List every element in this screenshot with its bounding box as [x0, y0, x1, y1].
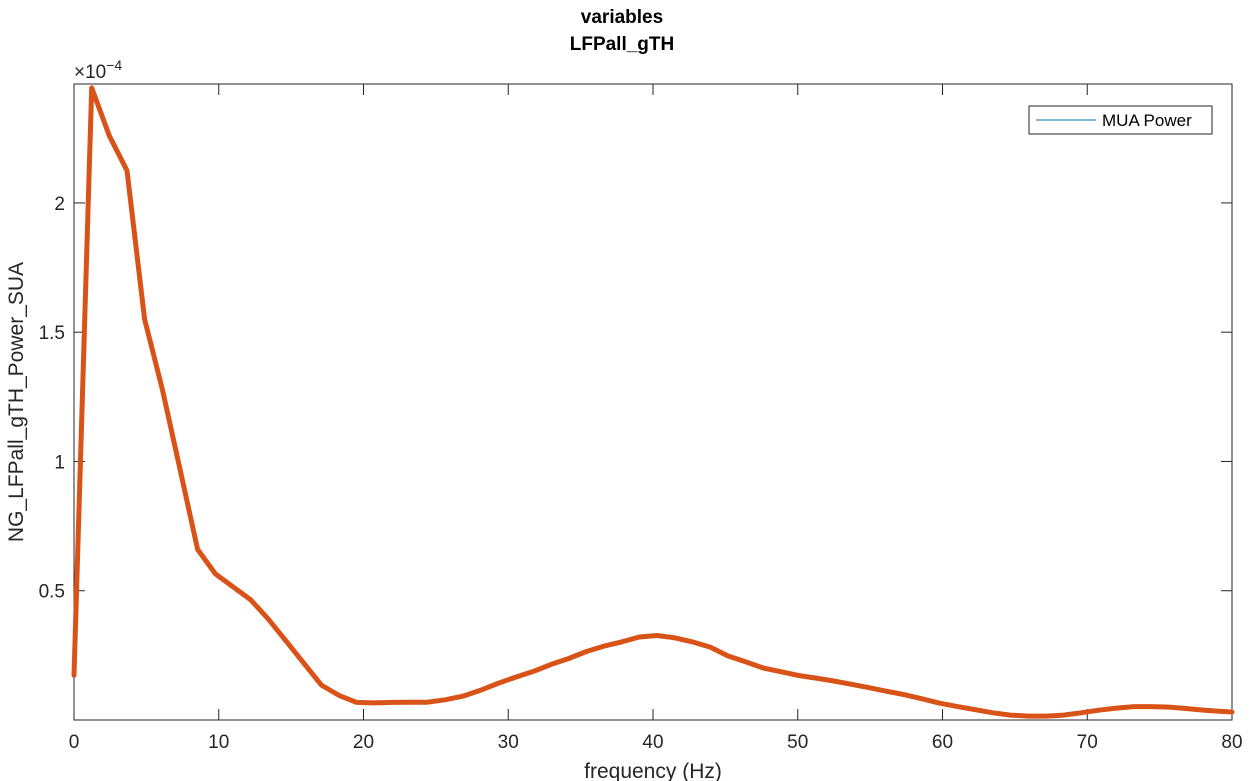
x-tick-label: 10: [208, 732, 229, 753]
chart-title-line-2: LFPall_gTH: [570, 34, 675, 55]
x-tick-label: 70: [1077, 732, 1098, 753]
x-tick-label: 0: [69, 732, 80, 753]
x-tick-label: 40: [642, 732, 663, 753]
chart-title-line-1: variables: [581, 7, 663, 28]
x-tick-label: 20: [353, 732, 374, 753]
x-axis-ticks: 0 10 20 30 40 50 60 70 80: [69, 84, 1243, 753]
x-axis-label: frequency (Hz): [584, 760, 722, 781]
y-axis-exponent: ×10−4: [74, 57, 122, 83]
x-tick-label: 60: [932, 732, 953, 753]
legend[interactable]: MUA Power: [1028, 105, 1213, 135]
series-line-mua-power: [71, 85, 1235, 719]
y-tick-label: 0.5: [39, 582, 65, 603]
y-tick-label: 2: [54, 194, 65, 215]
y-axis-label: NG_LFPall_gTH_Power_SUA: [5, 262, 28, 542]
x-tick-label: 30: [498, 732, 519, 753]
y-tick-label: 1: [54, 452, 65, 473]
series-layer: [71, 85, 1235, 719]
x-tick-label: 50: [787, 732, 808, 753]
y-tick-label: 1.5: [39, 323, 65, 344]
x-tick-label: 80: [1221, 732, 1242, 753]
legend-label-mua-power: MUA Power: [1102, 111, 1192, 130]
plot-area: [73, 83, 1233, 721]
